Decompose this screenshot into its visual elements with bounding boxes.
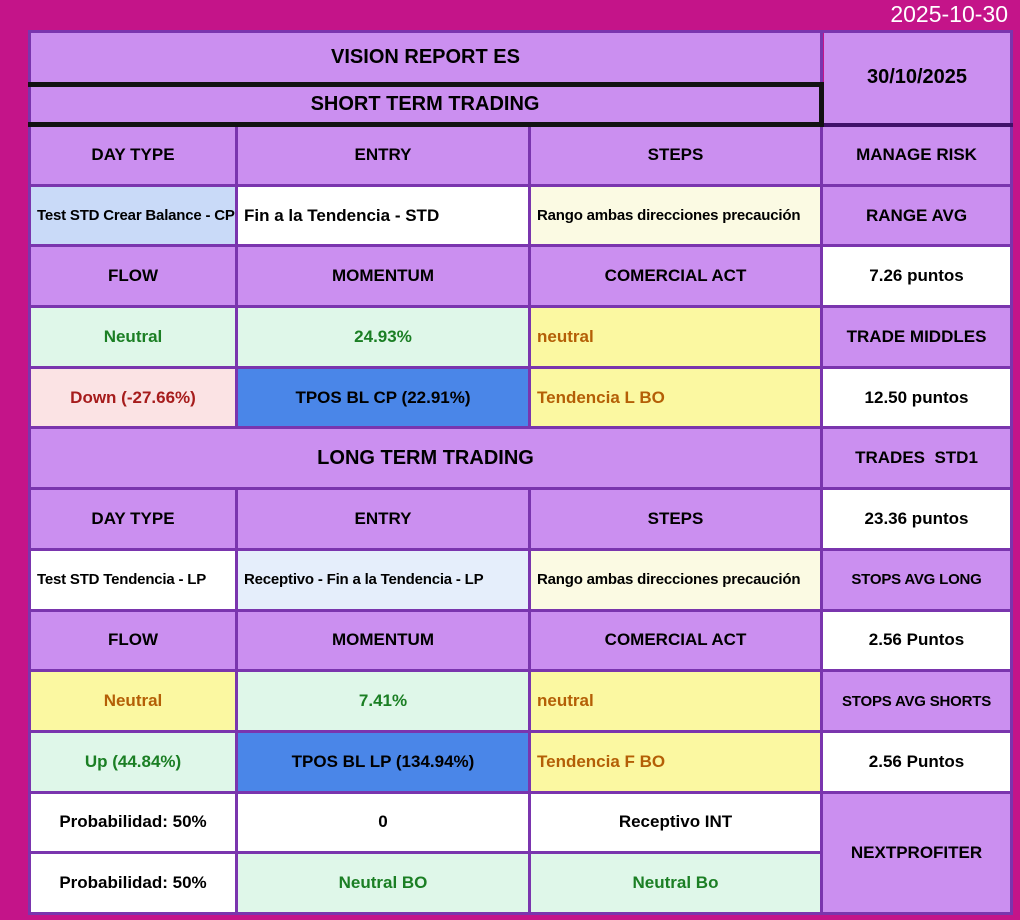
lt-probability-2: Probabilidad: 50% xyxy=(28,851,238,915)
st-header-comercial-act: COMERCIAL ACT xyxy=(527,244,824,309)
lt-header-flow: FLOW xyxy=(28,608,238,673)
st-momentum-value: 24.93% xyxy=(235,305,531,369)
lt-header-day-type: DAY TYPE xyxy=(28,487,238,551)
report-title: VISION REPORT ES xyxy=(27,30,824,87)
risk-stops-avg-long-label: STOPS AVG LONG xyxy=(820,547,1014,612)
risk-trades-std1-value: 23.36 puntos xyxy=(820,487,1014,551)
lt-momentum-value: 7.41% xyxy=(235,669,531,733)
lt-entry-value: Receptivo - Fin a la Tendencia - LP xyxy=(235,547,531,612)
st-steps-value: Rango ambas direcciones precaución xyxy=(527,183,824,248)
risk-header-manage-risk: MANAGE RISK xyxy=(820,123,1014,187)
lt-probability-2-steps: Neutral Bo xyxy=(527,851,824,915)
lt-probability-1-entry: 0 xyxy=(235,790,531,855)
risk-stops-avg-long-value: 2.56 Puntos xyxy=(820,608,1014,673)
st-header-momentum: MOMENTUM xyxy=(235,244,531,309)
lt-flow-value: Neutral xyxy=(28,669,238,733)
brand-nextprofiter: NEXTPROFITER xyxy=(820,790,1014,916)
vision-report-table: VISION REPORT ES 30/10/2025 SHORT TERM T… xyxy=(27,29,1014,916)
st-flow2-value: Down (-27.66%) xyxy=(28,365,238,430)
st-header-entry: ENTRY xyxy=(235,123,531,187)
lt-comercial-act2-value: Tendencia F BO xyxy=(527,729,824,794)
lt-comercial-act-value: neutral xyxy=(527,669,824,733)
st-flow-value: Neutral xyxy=(28,305,238,369)
st-header-day-type: DAY TYPE xyxy=(28,123,238,187)
long-term-section-title: LONG TERM TRADING xyxy=(27,426,824,491)
st-day-type-value: Test STD Crear Balance - CP xyxy=(28,183,238,248)
st-momentum2-value: TPOS BL CP (22.91%) xyxy=(235,365,531,430)
st-comercial-act2-value: Tendencia L BO xyxy=(527,365,824,430)
lt-header-momentum: MOMENTUM xyxy=(235,608,531,673)
lt-header-comercial-act: COMERCIAL ACT xyxy=(527,608,824,673)
lt-momentum2-value: TPOS BL LP (134.94%) xyxy=(235,729,531,794)
risk-trade-middles-value: 12.50 puntos xyxy=(820,365,1014,430)
lt-day-type-value: Test STD Tendencia - LP xyxy=(28,547,238,612)
risk-range-avg-value: 7.26 puntos xyxy=(820,244,1014,309)
lt-header-steps: STEPS xyxy=(527,487,824,551)
overlay-date: 2025-10-30 xyxy=(890,1,1008,27)
lt-probability-1: Probabilidad: 50% xyxy=(28,790,238,855)
report-date: 30/10/2025 xyxy=(820,29,1014,127)
risk-trade-middles-label: TRADE MIDDLES xyxy=(820,305,1014,369)
risk-range-avg-label: RANGE AVG xyxy=(820,183,1014,248)
risk-stops-avg-shorts-label: STOPS AVG SHORTS xyxy=(820,669,1014,733)
lt-probability-1-steps: Receptivo INT xyxy=(527,790,824,855)
lt-probability-2-entry: Neutral BO xyxy=(235,851,531,915)
st-header-flow: FLOW xyxy=(28,244,238,309)
st-header-steps: STEPS xyxy=(527,123,824,187)
short-term-section-title: SHORT TERM TRADING xyxy=(27,82,825,128)
st-comercial-act-value: neutral xyxy=(527,305,824,369)
risk-trades-std1-label: TRADES STD1 xyxy=(820,426,1014,491)
st-entry-value: Fin a la Tendencia - STD xyxy=(235,183,531,248)
lt-header-entry: ENTRY xyxy=(235,487,531,551)
risk-stops-avg-shorts-value: 2.56 Puntos xyxy=(820,729,1014,794)
lt-steps-value: Rango ambas direcciones precaución xyxy=(527,547,824,612)
lt-flow2-value: Up (44.84%) xyxy=(28,729,238,794)
